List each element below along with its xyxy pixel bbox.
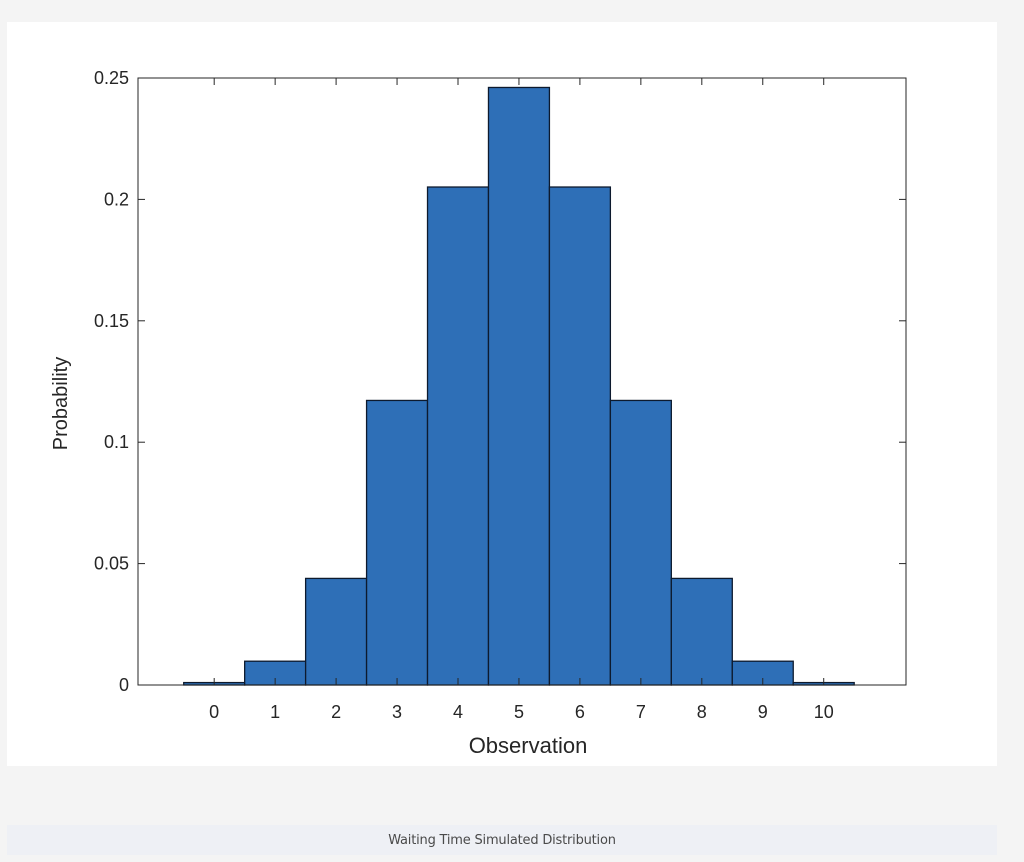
y-tick-label-1: 0.05 xyxy=(94,554,129,574)
x-tick-label-4: 4 xyxy=(453,702,463,722)
x-tick-label-3: 3 xyxy=(392,702,402,722)
x-tick-label-1: 1 xyxy=(270,702,280,722)
bar-chart: 0 1 2 3 4 5 6 7 8 9 10 0 0.05 0.1 0.15 0.2 0.25 Observat… xyxy=(50,68,907,758)
figure-caption: Waiting Time Simulated Distribution xyxy=(388,832,616,848)
x-tick-label-2: 2 xyxy=(331,702,341,722)
caption-bar: Waiting Time Simulated Distribution xyxy=(7,825,997,855)
bar-3 xyxy=(365,399,429,686)
x-tick-label-8: 8 xyxy=(697,702,707,722)
x-axis-label: Observation xyxy=(469,733,588,758)
bar-5 xyxy=(487,86,551,686)
x-tick-label-6: 6 xyxy=(575,702,585,722)
x-tick-label-7: 7 xyxy=(636,702,646,722)
y-tick-label-0: 0 xyxy=(119,675,129,695)
x-tick-label-5: 5 xyxy=(514,702,524,722)
bar-2 xyxy=(304,577,368,686)
bars-group xyxy=(183,86,855,686)
x-tick-label-10: 10 xyxy=(814,702,834,722)
y-tick-label-2: 0.1 xyxy=(104,432,129,452)
ticks-group: 0 1 2 3 4 5 6 7 8 9 10 0 0.05 0.1 0.15 0.2 0.25 xyxy=(94,68,906,722)
x-tick-label-9: 9 xyxy=(758,702,768,722)
bar-4 xyxy=(426,186,490,686)
y-tick-label-3: 0.15 xyxy=(94,311,129,331)
x-tick-label-0: 0 xyxy=(209,702,219,722)
y-tick-label-4: 0.2 xyxy=(104,189,129,209)
plot-area-box xyxy=(137,77,907,686)
bar-7 xyxy=(609,399,672,686)
y-tick-label-5: 0.25 xyxy=(94,68,129,88)
bar-8 xyxy=(670,577,733,686)
y-axis-label: Probability xyxy=(50,357,72,450)
figure-panel: 0 1 2 3 4 5 6 7 8 9 10 0 0.05 0.1 0.15 0.2 0.25 Observat… xyxy=(7,22,997,766)
bar-6 xyxy=(548,186,612,686)
